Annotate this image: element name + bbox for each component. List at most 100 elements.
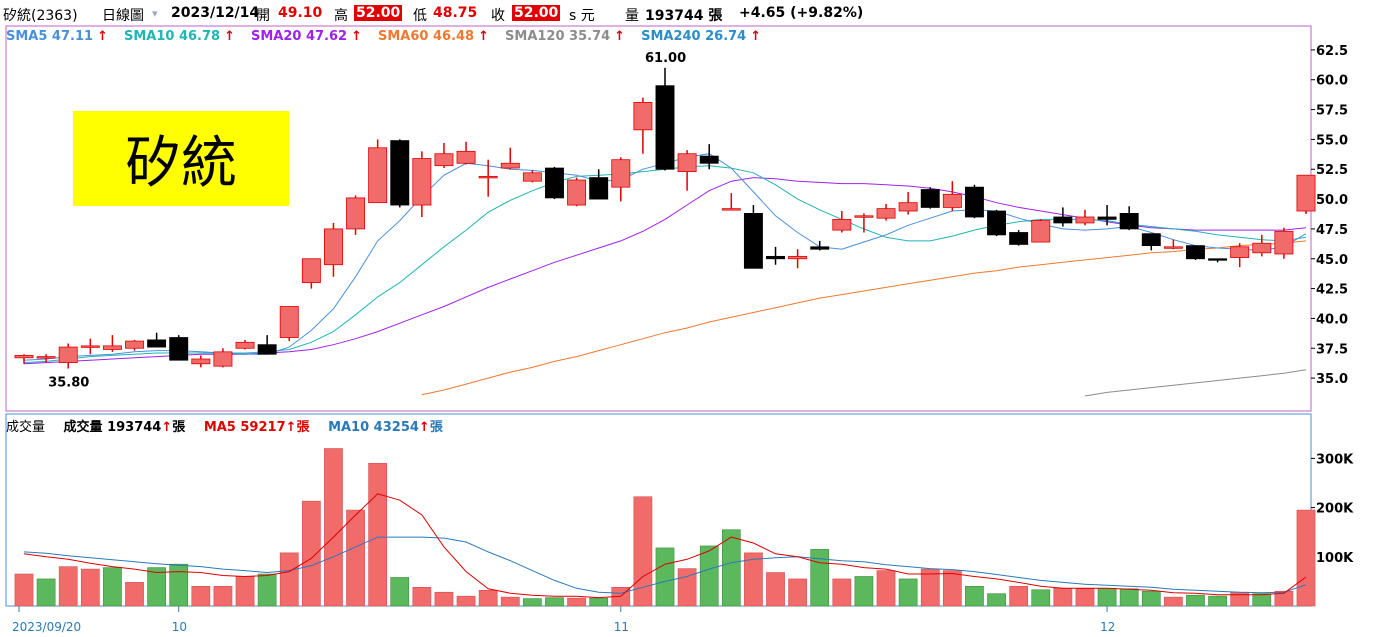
candle-body bbox=[434, 153, 454, 167]
volume-bar bbox=[257, 573, 277, 607]
volume-tick-label: 300K bbox=[1316, 452, 1354, 467]
up-arrow-icon: ↑ bbox=[97, 29, 108, 44]
candle-body bbox=[301, 258, 321, 284]
price-tick-label: 40.0 bbox=[1316, 312, 1348, 327]
close-label: 收 bbox=[491, 8, 505, 24]
volume-bar bbox=[965, 586, 984, 607]
candle-body bbox=[721, 208, 741, 211]
ma-legend-item: SMA240 26.74 ↑ bbox=[641, 29, 761, 44]
ma-legend-text: SMA240 26.74 bbox=[641, 29, 747, 44]
candle-body bbox=[854, 215, 874, 218]
vol-ma10-unit: 張 bbox=[429, 420, 443, 435]
volume-bar bbox=[942, 570, 962, 607]
volume-tick-label: 200K bbox=[1316, 502, 1354, 517]
candle-body bbox=[677, 153, 697, 173]
candle-body bbox=[390, 140, 410, 206]
volume-tick-label: 100K bbox=[1316, 551, 1354, 566]
vol-ma10-legend: MA10 43254↑張 bbox=[328, 420, 443, 435]
volume-bar bbox=[36, 578, 56, 607]
dropdown-icon[interactable]: ▾ bbox=[152, 7, 158, 20]
volume-legend-value: 成交量 193744↑張 bbox=[64, 420, 186, 435]
volume-bar bbox=[567, 597, 586, 607]
volume-bar bbox=[766, 572, 785, 607]
candle-body bbox=[1186, 245, 1205, 260]
volume-bar bbox=[169, 563, 189, 607]
volume-bar bbox=[1252, 593, 1272, 607]
ma-legend-text: SMA5 47.11 bbox=[6, 29, 94, 44]
volume-bar bbox=[1075, 588, 1095, 607]
candle-body bbox=[478, 176, 498, 179]
candle-body bbox=[1075, 216, 1095, 224]
volume-bar bbox=[1141, 590, 1161, 607]
ma-legend-text: SMA120 35.74 bbox=[505, 29, 611, 44]
candle-body bbox=[1009, 232, 1029, 245]
price-annotation: 35.80 bbox=[48, 376, 89, 391]
volume-bar bbox=[58, 566, 78, 607]
candle-body bbox=[942, 193, 962, 208]
candle-body bbox=[257, 344, 277, 355]
ma-legend: SMA5 47.11 ↑ SMA10 46.78 ↑ SMA20 47.62 ↑ SMA60… bbox=[6, 29, 777, 44]
volume-bar bbox=[1009, 586, 1029, 607]
candle-body bbox=[788, 255, 808, 260]
date-tick-label: 12 bbox=[1100, 620, 1115, 634]
volume-bar bbox=[987, 593, 1006, 607]
change-value: +4.65 (+9.82%) bbox=[739, 5, 864, 21]
volume-bar bbox=[633, 496, 653, 607]
open-value: 49.10 bbox=[278, 5, 323, 21]
candle-body bbox=[964, 186, 984, 218]
candle-body bbox=[102, 345, 122, 350]
volume-bar bbox=[545, 597, 564, 607]
watermark-text: 矽統 bbox=[125, 131, 237, 196]
ma-legend-item: SMA60 46.48 ↑ bbox=[378, 29, 489, 44]
price-tick-label: 45.0 bbox=[1316, 253, 1348, 268]
volume-bar bbox=[14, 573, 34, 607]
candle-body bbox=[1119, 213, 1139, 230]
header-bar: 矽統(2363) 日線圖 ▾ 2023/12/14 開 49.10 高 52.0… bbox=[0, 0, 1392, 26]
volume-bar bbox=[279, 552, 299, 607]
volume-bar bbox=[80, 568, 100, 607]
price-tick-label: 55.0 bbox=[1316, 133, 1348, 148]
price-tick-label: 42.5 bbox=[1316, 283, 1348, 298]
candle-body bbox=[743, 213, 763, 269]
candle-body bbox=[346, 197, 366, 230]
candle-body bbox=[699, 155, 719, 164]
price-tick-label: 35.0 bbox=[1316, 372, 1348, 387]
volume-bar bbox=[1097, 587, 1117, 607]
candle-body bbox=[545, 167, 564, 199]
period-label[interactable]: 日線圖 bbox=[102, 8, 144, 24]
volume-bar bbox=[898, 578, 918, 607]
volume-bar bbox=[125, 582, 144, 607]
price-tick-label: 50.0 bbox=[1316, 193, 1348, 208]
candle-body bbox=[1208, 258, 1228, 261]
price-tick-label: 37.5 bbox=[1316, 342, 1348, 357]
vol-ma5-unit: 張 bbox=[296, 420, 310, 435]
candle-body bbox=[655, 85, 675, 170]
candle-body bbox=[500, 162, 520, 169]
candle-body bbox=[456, 150, 476, 164]
volume-bar bbox=[346, 509, 365, 607]
volume-bar bbox=[655, 547, 675, 607]
volume-bar bbox=[744, 552, 763, 607]
volume-bar bbox=[523, 598, 542, 607]
quote-date: 2023/12/14 bbox=[171, 5, 260, 21]
price-annotation: 61.00 bbox=[645, 51, 686, 66]
ma-legend-item: SMA10 46.78 ↑ bbox=[124, 29, 235, 44]
candle-body bbox=[368, 147, 388, 204]
price-tick-label: 52.5 bbox=[1316, 163, 1348, 178]
volume-bar bbox=[434, 591, 454, 607]
volume-bar bbox=[368, 462, 388, 607]
volume-value: 193744 張 bbox=[645, 8, 723, 24]
up-arrow-icon: ↑ bbox=[750, 29, 762, 44]
candle-body bbox=[1296, 174, 1316, 212]
up-arrow-icon: ↑ bbox=[478, 29, 490, 44]
volume-bar bbox=[412, 586, 432, 607]
candle-body bbox=[832, 218, 852, 231]
date-tick-label: 11 bbox=[614, 620, 629, 634]
volume-ma10-line bbox=[23, 536, 1307, 594]
candle-body bbox=[14, 355, 34, 359]
ma-legend-text: SMA10 46.78 bbox=[123, 29, 221, 44]
candle-body bbox=[1230, 246, 1250, 258]
candle-body bbox=[125, 340, 144, 349]
up-arrow-icon: ↑ bbox=[351, 29, 362, 44]
